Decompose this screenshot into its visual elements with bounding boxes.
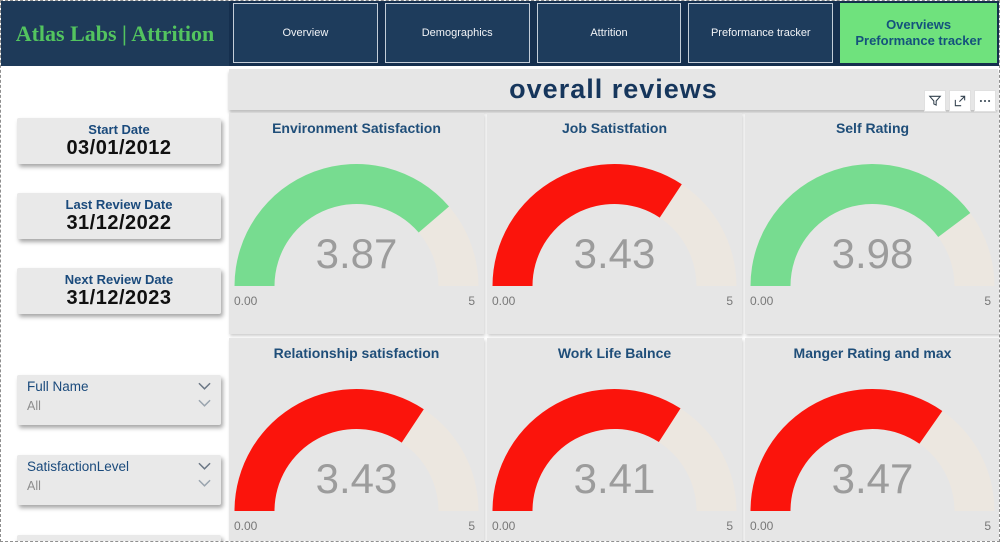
gauge-self-rating[interactable]: Self Rating 3.98 0.00 5: [745, 113, 999, 334]
gauge-value: 3.98: [831, 230, 914, 277]
app-title: Atlas Labs | Attrition: [1, 1, 229, 66]
filter-full-name[interactable]: Full Name All: [17, 375, 221, 425]
last-review-date-card: Last Review Date 31/12/2022: [17, 193, 221, 239]
gauge-min-label: 0.00: [492, 294, 516, 308]
page-title: overall reviews: [509, 74, 718, 104]
top-navbar: Atlas Labs | Attrition Overview Demograp…: [1, 1, 999, 66]
tab-overview[interactable]: Overview: [233, 3, 378, 63]
gauge-min-label: 0.00: [750, 519, 774, 533]
filter-full-name-label: Full Name: [27, 379, 89, 394]
gauge-max-label: 5: [984, 294, 991, 308]
gauge-min-label: 0.00: [234, 294, 258, 308]
next-review-date-card: Next Review Date 31/12/2023: [17, 268, 221, 314]
chevron-down-icon[interactable]: [198, 462, 211, 471]
gauge-max-label: 5: [726, 294, 733, 308]
filter-satisfaction-level[interactable]: SatisfactionLevel All: [17, 455, 221, 505]
gauge-value: 3.47: [831, 455, 914, 502]
gauge-min-label: 0.00: [492, 519, 516, 533]
start-date-card: Start Date 03/01/2012: [17, 118, 221, 164]
gauge-min-label: 0.00: [234, 519, 258, 533]
last-review-date-value: 31/12/2022: [66, 212, 172, 234]
gauge-arc: [487, 141, 742, 291]
gauge-value: 3.87: [315, 230, 398, 277]
page-header-panel: overall reviews: [229, 69, 998, 110]
gauge-max-label: 5: [984, 519, 991, 533]
gauge-arc: [745, 141, 999, 291]
start-date-value: 03/01/2012: [66, 137, 172, 159]
more-options-icon[interactable]: [974, 90, 996, 112]
tab-demographics[interactable]: Demographics: [384, 3, 530, 63]
next-review-date-label: Next Review Date: [64, 272, 174, 287]
gauge-title: Environment Satisfaction: [272, 120, 441, 136]
tab-attrition[interactable]: Attrition: [536, 3, 682, 63]
visual-header-toolbar: [924, 90, 996, 112]
tab-overviews-performance-tracker[interactable]: Overviews Preformance tracker: [840, 3, 997, 63]
gauge-min-label: 0.00: [750, 294, 774, 308]
gauge-work-life-balance[interactable]: Work Life Balnce 3.41 0.00 5: [487, 338, 742, 541]
gauge-arc: [229, 141, 484, 291]
gauge-relationship-satisfaction[interactable]: Relationship satisfaction 3.43 0.00 5: [229, 338, 484, 541]
nav-tabs: Overview Demographics Attrition Preforma…: [229, 1, 999, 66]
filter-rating-level[interactable]: RatingLevel All: [17, 535, 221, 541]
chevron-down-icon[interactable]: [198, 479, 211, 488]
main-area: overall reviews Environment Satisfaction…: [229, 66, 999, 541]
chevron-down-icon[interactable]: [198, 382, 211, 391]
filter-icon[interactable]: [924, 90, 946, 112]
gauge-max-label: 5: [468, 519, 475, 533]
gauge-manager-rating[interactable]: Manger Rating and max 3.47 0.00 5: [745, 338, 999, 541]
filter-full-name-value: All: [27, 399, 41, 413]
gauge-value: 3.43: [573, 230, 656, 277]
gauge-arc: [229, 366, 484, 516]
next-review-date-value: 31/12/2023: [66, 287, 172, 309]
chevron-down-icon[interactable]: [198, 399, 211, 408]
last-review-date-label: Last Review Date: [65, 197, 173, 212]
filter-rating-level-label: RatingLevel: [27, 539, 98, 541]
gauge-value: 3.43: [315, 455, 398, 502]
gauge-arc: [745, 366, 999, 516]
gauge-title: Manger Rating and max: [793, 345, 952, 361]
gauge-environment-satisfaction[interactable]: Environment Satisfaction 3.87 0.00 5: [229, 113, 484, 334]
gauge-grid: Environment Satisfaction 3.87 0.00 5 Job…: [229, 113, 999, 541]
gauge-value: 3.41: [573, 455, 656, 502]
filter-satisfaction-level-label: SatisfactionLevel: [27, 459, 130, 474]
gauge-job-satisfaction[interactable]: Job Satistfation 3.43 0.00 5: [487, 113, 742, 334]
focus-mode-icon[interactable]: [949, 90, 971, 112]
filter-satisfaction-level-value: All: [27, 479, 41, 493]
gauge-arc: [487, 366, 742, 516]
sidebar: Start Date 03/01/2012 Last Review Date 3…: [1, 66, 229, 541]
gauge-title: Work Life Balnce: [557, 345, 672, 361]
gauge-title: Job Satistfation: [561, 120, 667, 136]
tab-performance-tracker[interactable]: Preformance tracker: [688, 3, 834, 63]
gauge-title: Self Rating: [835, 120, 910, 136]
gauge-max-label: 5: [468, 294, 475, 308]
start-date-label: Start Date: [88, 122, 150, 137]
gauge-max-label: 5: [726, 519, 733, 533]
gauge-title: Relationship satisfaction: [273, 345, 440, 361]
